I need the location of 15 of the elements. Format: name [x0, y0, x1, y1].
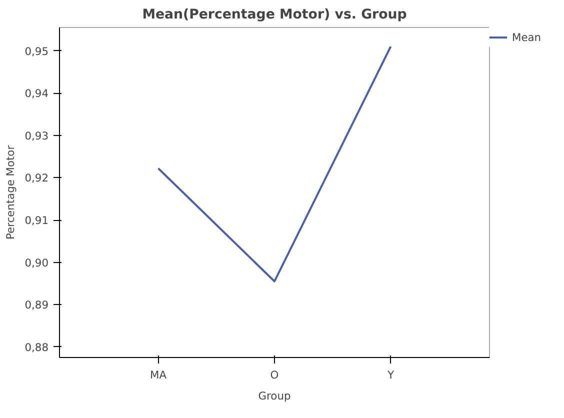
y-axis-title: Percentage Motor	[4, 144, 17, 240]
x-tick-label: O	[270, 368, 279, 382]
y-tick-label: 0,90	[24, 256, 49, 270]
x-tick-label: Y	[386, 368, 394, 382]
y-tick-label: 0,95	[24, 44, 49, 58]
chart-title: Mean(Percentage Motor) vs. Group	[142, 8, 407, 22]
y-tick-label: 0,92	[24, 172, 49, 185]
x-tick-label: MA	[150, 368, 168, 382]
y-tick-label: 0,93	[24, 129, 49, 142]
y-tick-label: 0,94	[24, 87, 49, 100]
y-tick-label: 0,89	[24, 298, 49, 312]
x-axis-title: Group	[258, 390, 291, 402]
y-tick-label: 0,91	[24, 214, 49, 227]
y-tick-label: 0,88	[24, 340, 49, 354]
legend-label: Mean	[512, 30, 542, 44]
